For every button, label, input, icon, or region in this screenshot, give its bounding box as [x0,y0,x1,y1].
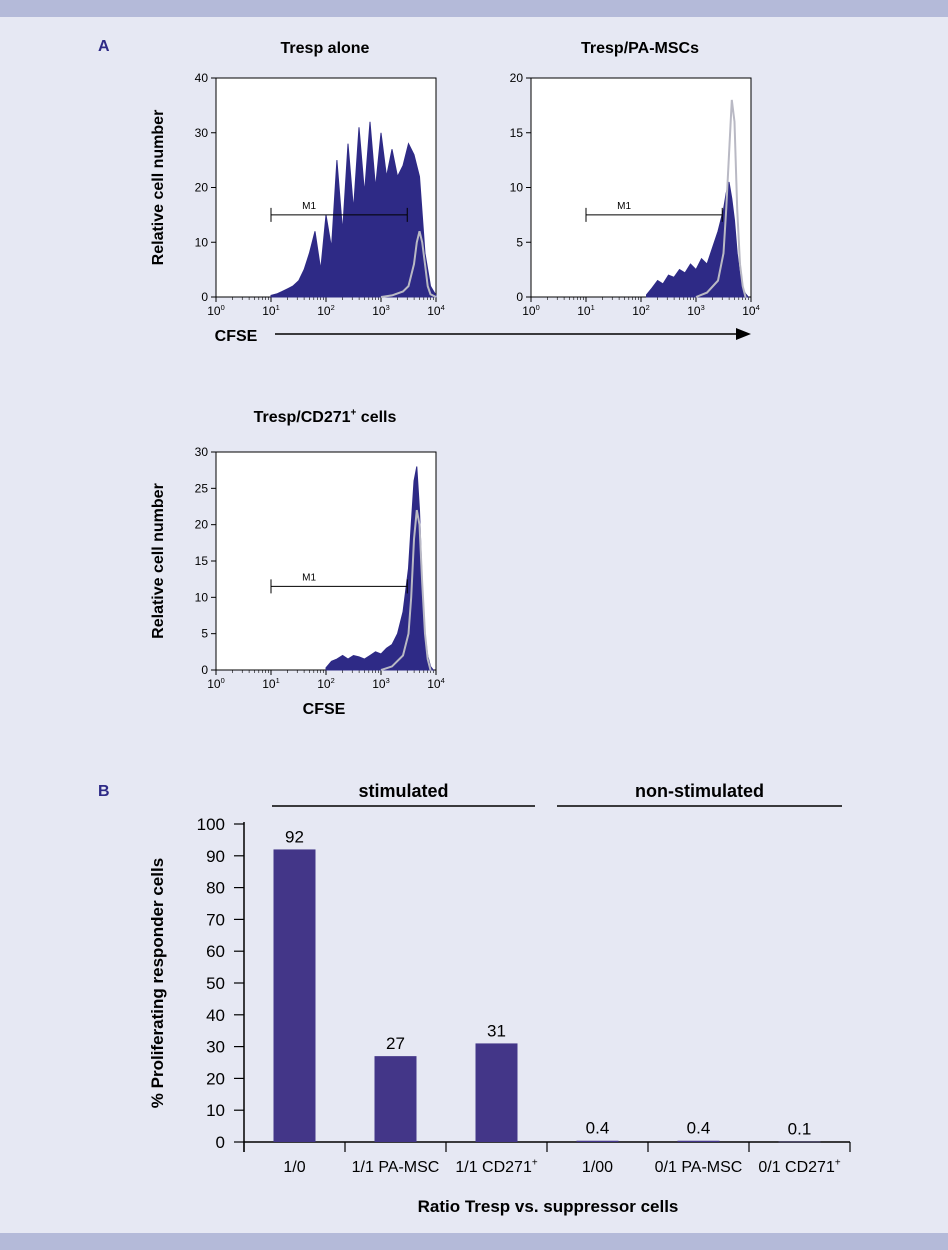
bar-3 [475,1043,518,1142]
bar-y-tick-label: 10 [206,1101,225,1120]
y-tick-label: 5 [201,627,208,641]
bar-y-tick-label: 80 [206,879,225,898]
group-header-label: stimulated [358,781,448,801]
y-tick-label: 0 [201,663,208,677]
y-tick-label: 10 [195,590,209,604]
bar-5 [677,1140,720,1142]
histogram-2: Tresp/PA-MSCs 0 5 10 15 20 100 101 102 103 104 M1 [510,40,760,318]
bar-y-tick-label: 30 [206,1038,225,1057]
gate-label: M1 [302,572,316,583]
y-tick-label: 15 [510,126,524,140]
x-tick-label: 100 [207,303,225,318]
x-tick-label: 104 [742,303,760,318]
cfse-arrow-head [736,328,751,340]
gate-label: M1 [302,201,316,212]
y-tick-label: 30 [195,445,209,459]
group-header-label: non-stimulated [635,781,764,801]
x-tick-label: 102 [632,303,650,318]
bar-4 [576,1140,619,1142]
bar-value-label: 0.1 [788,1120,812,1139]
x-tick-label: 100 [207,676,225,691]
bar-category-label: 0/1 CD271+ [758,1157,841,1176]
histogram-title: Tresp alone [281,40,370,57]
bar-1 [273,849,316,1142]
histogram-fill-series [270,121,437,298]
y-tick-label: 10 [510,181,524,195]
y-tick-label: 25 [195,481,209,495]
x-tick-label: 103 [372,303,390,318]
y-tick-label: 20 [195,181,209,195]
y-tick-label: 40 [195,71,209,85]
bar-y-tick-label: 60 [206,942,225,961]
histogram-outline-series [380,509,432,671]
bar-6 [778,1141,821,1143]
x-tick-label: 103 [372,676,390,691]
bar-y-tick-label: 70 [206,910,225,929]
bar-category-label: 1/1 PA-MSC [352,1159,440,1176]
bar-2 [374,1056,417,1142]
bar-value-label: 0.4 [687,1119,711,1138]
y-tick-label: 30 [195,126,209,140]
x-tick-label: 101 [577,303,595,318]
bar-y-tick-label: 100 [197,815,225,834]
top-band [0,0,948,17]
histogram-title: Tresp/CD271+ cells [254,407,397,426]
bar-category-label: 1/00 [582,1159,613,1176]
histogram-3: Tresp/CD271+ cells 0 5 10 15 20 25 30 100 101 102 1… [150,407,445,718]
x-axis-label: CFSE [303,701,346,718]
bar-y-axis-label: % Proliferating responder cells [148,858,167,1108]
x-tick-label: 101 [262,303,280,318]
y-tick-label: 0 [516,290,523,304]
panel-b-letter: B [98,783,110,800]
bar-value-label: 31 [487,1021,506,1040]
bar-category-label: 0/1 PA-MSC [655,1159,743,1176]
bar-category-label: 1/0 [283,1159,305,1176]
x-tick-label: 100 [522,303,540,318]
bar-y-tick-label: 0 [216,1133,225,1152]
panel-a-letter: A [98,38,110,55]
y-tick-label: 20 [195,518,209,532]
y-tick-label: 10 [195,235,209,249]
y-tick-label: 15 [195,554,209,568]
histogram-outline-series [380,231,437,298]
gate-label: M1 [617,201,631,212]
bar-y-tick-label: 40 [206,1006,225,1025]
bar-value-label: 92 [285,827,304,846]
bar-x-axis-label: Ratio Tresp vs. suppressor cells [418,1197,679,1216]
bar-y-tick-label: 90 [206,847,225,866]
x-tick-label: 104 [427,303,445,318]
bar-value-label: 0.4 [586,1119,610,1138]
y-axis-label: Relative cell number [150,110,167,266]
panel-b-bar-chart: 0 10 20 30 40 50 60 70 80 90 100 92 1/0 27 1/1 PA-MSC 3… [148,781,851,1216]
bar-value-label: 27 [386,1034,405,1053]
x-tick-label: 102 [317,303,335,318]
x-tick-label: 103 [687,303,705,318]
x-tick-label: 104 [427,676,445,691]
y-axis-label: Relative cell number [150,483,167,639]
x-tick-label: 101 [262,676,280,691]
bottom-band [0,1233,948,1250]
x-axis-label: CFSE [215,328,258,345]
x-tick-label: 102 [317,676,335,691]
bar-category-label: 1/1 CD271+ [455,1157,538,1176]
bar-y-tick-label: 50 [206,974,225,993]
y-tick-label: 20 [510,71,524,85]
y-tick-label: 0 [201,290,208,304]
histogram-title: Tresp/PA-MSCs [581,40,699,57]
y-tick-label: 5 [516,235,523,249]
bar-y-tick-label: 20 [206,1069,225,1088]
histogram-outline-series [695,99,747,298]
